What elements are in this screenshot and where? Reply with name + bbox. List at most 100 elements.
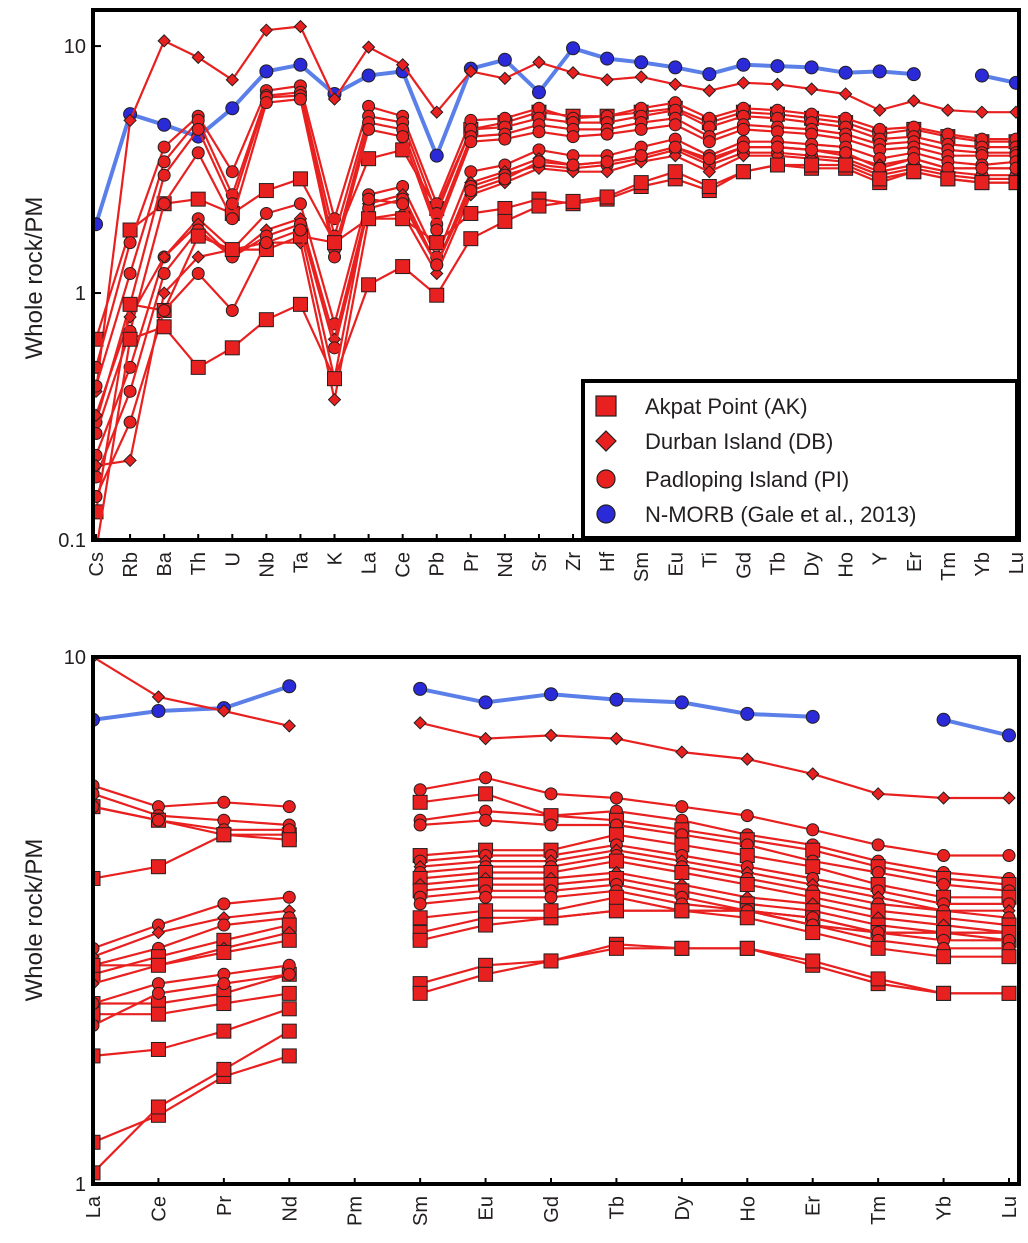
top-point-ak-tm (940, 171, 956, 187)
top-point-db-tb (770, 77, 785, 92)
top-series-line (94, 25, 1016, 392)
bottom-point-db-gd (544, 728, 558, 743)
top-point-ak-u (224, 242, 240, 258)
bottom-series-line (419, 776, 1009, 857)
top-point-n-morb-nb (259, 64, 274, 79)
bottom-y-axis-label: Whole rock/PM (21, 839, 48, 1002)
top-series-line (95, 146, 1016, 497)
top-series-line (94, 163, 1016, 513)
bottom-point-ak-ho (739, 877, 755, 893)
bottom-point-ak-yb (936, 985, 952, 1001)
top-point-pi-nb (259, 236, 273, 250)
bottom-point-db-er (806, 767, 820, 781)
top-point-db-hf (600, 164, 614, 179)
top-point-n-morb-gd (736, 57, 751, 72)
bottom-point-ak-la (93, 1134, 101, 1150)
top-point-pi-pb (430, 223, 444, 237)
top-point-n-morb-er (906, 67, 921, 82)
legend-box (581, 379, 1019, 540)
bottom-point-ak-sm (412, 910, 428, 926)
top-point-ak-k (327, 371, 343, 387)
bottom-series-line (419, 877, 1010, 942)
top-point-pi-la (362, 192, 376, 206)
bottom-point-pi-gd (544, 787, 558, 801)
top-point-pi-th (191, 146, 205, 160)
bottom-x-ticks: La Ce Pr Nd Pm Sm Eu Gd Tb Dy Ho Er Tm Yb Lu (83, 1178, 1021, 1226)
bottom-point-pi-ce (151, 986, 165, 1000)
top-point-pi-yb (975, 161, 989, 175)
top-point-db-th (191, 50, 205, 65)
top-point-ak-pb (429, 287, 445, 303)
bottom-series-line (93, 1030, 290, 1174)
bottom-point-ak-ce (150, 957, 166, 973)
top-x-tick-label-tm: Tm (938, 552, 960, 581)
top-point-pi-ba (157, 266, 171, 280)
top-x-tick-label-th: Th (188, 552, 210, 575)
bottom-x-tick-label-ce: Ce (148, 1196, 170, 1222)
top-x-tick-label-nd: Nd (495, 552, 517, 578)
top-point-ak-ta (292, 171, 308, 187)
bottom-point-db-dy (675, 745, 689, 759)
bottom-point-ak-tb (608, 940, 624, 956)
bottom-point-ak-eu (478, 903, 494, 919)
bottom-series-line (420, 833, 1009, 899)
top-point-ak-tb (769, 157, 785, 173)
bottom-point-db-tm (871, 787, 885, 801)
bottom-x-tick-label-nd: Nd (279, 1196, 301, 1222)
bottom-point-ak-lu (1001, 949, 1017, 965)
top-point-ak-pb (429, 235, 445, 251)
bottom-series-ak-17 (93, 889, 1017, 1150)
top-point-db-ba (157, 286, 171, 300)
top-point-db-rb (123, 453, 137, 468)
bottom-point-ak-nd (281, 985, 297, 1001)
bottom-point-db-yb (936, 791, 951, 805)
legend-label-durban: Durban Island (DB) (645, 429, 833, 454)
bottom-point-pi-sm (413, 897, 427, 911)
top-x-tick-label-y: Y (870, 552, 892, 565)
top-point-ak-dy (804, 157, 820, 173)
bottom-point-ak-er (805, 859, 821, 875)
top-point-ak-yb (974, 175, 990, 191)
bottom-point-pi-nd (282, 890, 296, 904)
legend-marker-durban-diamond-icon (595, 430, 617, 452)
top-point-pi-pb (430, 258, 444, 272)
bottom-series-db-1 (93, 657, 1016, 805)
bottom-point-ak-eu (478, 786, 494, 802)
top-point-ak-th (190, 228, 206, 244)
bottom-point-ak-gd (543, 953, 559, 969)
top-point-pi-cs (93, 426, 103, 440)
bottom-point-ak-eu (478, 917, 494, 933)
bottom-series-line (93, 909, 290, 958)
bottom-point-db-lu (1002, 791, 1016, 805)
bottom-point-ak-la (93, 1165, 101, 1181)
bottom-point-ak-la (93, 1048, 101, 1064)
top-point-n-morb-hf (600, 51, 615, 66)
legend-marker-padloping-circle-icon (596, 469, 616, 489)
top-point-n-morb-u (225, 101, 240, 116)
bottom-point-pi-tm (871, 866, 885, 880)
bottom-point-ak-pr (216, 1061, 232, 1077)
top-point-db-ti (702, 164, 717, 179)
top-point-db-cs (93, 408, 103, 422)
top-x-tick-label-ho: Ho (836, 552, 858, 578)
bottom-point-pi-nd (282, 967, 296, 981)
top-point-pi-gd (736, 140, 750, 154)
top-x-tick-label-er: Er (904, 552, 926, 572)
bottom-point-ak-dy (674, 940, 690, 956)
bottom-series-line (419, 947, 1009, 995)
top-point-n-morb-cs (93, 217, 103, 232)
top-x-tick-label-lu: Lu (1006, 552, 1028, 574)
bottom-point-ak-nd (281, 1023, 297, 1039)
top-point-pi-rb (123, 415, 137, 429)
bottom-x-tick-label-ho: Ho (737, 1196, 759, 1222)
bottom-x-tick-label-sm: Sm (410, 1196, 432, 1226)
bottom-x-tick-label-gd: Gd (541, 1196, 563, 1223)
bottom-series-n-morb-0 (93, 679, 1016, 743)
bottom-series-line (419, 859, 1010, 927)
bottom-point-ak-tm (870, 940, 886, 956)
bottom-point-pi-tb (609, 791, 623, 805)
bottom-point-ak-ce (150, 1006, 166, 1022)
bottom-point-n-morb-nd (282, 679, 297, 694)
bottom-point-ak-la (93, 870, 101, 886)
top-point-n-morb-ti (702, 67, 717, 82)
